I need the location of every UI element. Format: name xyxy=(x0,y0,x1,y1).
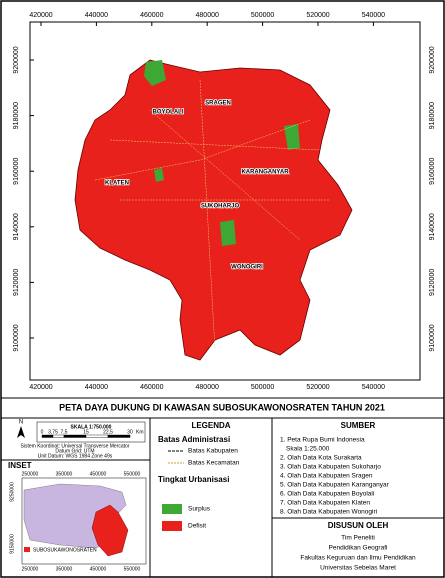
legend-heading: Tingkat Urbanisasi xyxy=(158,475,229,484)
legend-swatch xyxy=(162,504,182,514)
y-tick-label: 9120000 xyxy=(13,269,20,296)
y-tick-label: 9100000 xyxy=(13,324,20,351)
scale-unit: Km xyxy=(136,429,144,435)
sheet-title: PETA DAYA DUKUNG DI KAWASAN SUBOSUKAWONO… xyxy=(59,402,385,412)
scale-tick: 30 xyxy=(127,429,133,435)
author-line: Pendidikan Geografi xyxy=(329,545,388,552)
x-tick-label: 440000 xyxy=(85,384,108,391)
y-tick-label: 9140000 xyxy=(13,213,20,240)
scale-segment xyxy=(63,434,87,438)
study-area xyxy=(74,59,353,361)
surplus-area xyxy=(154,168,164,182)
x-tick-label: 440000 xyxy=(85,12,108,19)
source-item: 3. Olah Data Kabupaten Sukoharjo xyxy=(280,464,381,471)
region-label: BOYOLALI xyxy=(153,110,184,116)
region-label: KLATEN xyxy=(105,181,129,187)
y-tick-label: 9200000 xyxy=(13,46,20,73)
scale-segment xyxy=(52,434,65,438)
y-tick-label: 9120000 xyxy=(429,269,436,296)
x-tick-label: 500000 xyxy=(251,12,274,19)
source-item: 6. Olah Data Kabupaten Boyolali xyxy=(280,491,374,498)
legend-item: Defisit xyxy=(188,523,206,530)
source-item: 4. Olah Data Kabupaten Sragen xyxy=(280,473,373,480)
scale-tick: 7,5 xyxy=(61,429,68,435)
y-tick-label: 9180000 xyxy=(13,102,20,129)
surplus-area xyxy=(220,220,236,246)
source-item: 1. Peta Rupa Bumi Indonesia xyxy=(280,437,365,444)
y-tick-label: 9100000 xyxy=(429,324,436,351)
boundary-lines xyxy=(94,79,330,351)
source-item: 2. Olah Data Kota Surakarta xyxy=(280,455,362,462)
x-tick-label: 520000 xyxy=(306,12,329,19)
region-label: KARANGANYAR xyxy=(241,170,289,176)
inset-title: INSET xyxy=(8,461,32,470)
scale-segment xyxy=(85,434,109,438)
scale-note: Datum Grid: UTM xyxy=(55,448,94,454)
author-title: DISUSUN OLEH xyxy=(328,521,389,530)
legend-heading: Batas Administrasi xyxy=(158,435,230,444)
scale-segment xyxy=(41,434,54,438)
x-tick-label: 520000 xyxy=(306,384,329,391)
scale-tick: 3,75 xyxy=(48,429,58,435)
inset-x-tick: 450000 xyxy=(90,471,107,477)
scale-note: Unit Datum: WGS 1984 Zone 49s xyxy=(38,453,113,459)
x-tick-label: 540000 xyxy=(362,384,385,391)
source-item: Skala 1:25.000 xyxy=(286,446,330,453)
legend-title: LEGENDA xyxy=(191,421,230,430)
inset-y-tick: 9250000 xyxy=(9,482,15,502)
author-line: Universitas Sebelas Maret xyxy=(320,565,396,572)
y-tick-label: 9180000 xyxy=(429,102,436,129)
inset-x-tick: 350000 xyxy=(56,566,73,572)
region-label: SUKOHARJO xyxy=(201,204,240,210)
scale-note: Sistem Koordinat: Universal Transverse M… xyxy=(21,443,130,449)
y-tick-label: 9160000 xyxy=(13,157,20,184)
x-tick-label: 480000 xyxy=(196,12,219,19)
inset-x-tick: 250000 xyxy=(22,566,39,572)
legend-item: Batas Kecamatan xyxy=(188,460,240,467)
sources-title: SUMBER xyxy=(341,421,376,430)
scale-tick: 22,5 xyxy=(103,429,113,435)
inset-x-tick: 250000 xyxy=(22,471,39,477)
scale-label: SKALA 1:750.000 xyxy=(71,424,112,430)
inset-x-tick: 550000 xyxy=(124,566,141,572)
surplus-area xyxy=(144,60,166,86)
x-tick-label: 420000 xyxy=(29,384,52,391)
region-label: WONOGIRI xyxy=(231,265,263,271)
source-item: 7. Olah Data Kabupaten Klaten xyxy=(280,500,370,507)
inset-key xyxy=(24,547,30,552)
legend-swatch xyxy=(162,521,182,531)
y-tick-label: 9160000 xyxy=(429,157,436,184)
region-label: SRAGEN xyxy=(205,101,231,107)
y-tick-label: 9200000 xyxy=(429,46,436,73)
inset-y-tick: 9150000 xyxy=(9,534,15,554)
x-tick-label: 460000 xyxy=(140,12,163,19)
author-line: Tim Peneliti xyxy=(341,535,375,542)
north-label: N xyxy=(19,420,23,426)
inset-x-tick: 350000 xyxy=(56,471,73,477)
inset-label: SUBOSUKAWONOSRATEN xyxy=(33,547,97,553)
x-tick-label: 500000 xyxy=(251,384,274,391)
inset-x-tick: 450000 xyxy=(90,566,107,572)
x-tick-label: 540000 xyxy=(362,12,385,19)
x-tick-label: 480000 xyxy=(196,384,219,391)
surplus-area xyxy=(284,124,300,150)
author-line: Fakultas Keguruan dan Ilmu Pendidikan xyxy=(300,555,416,562)
scale-tick: 15 xyxy=(83,429,89,435)
scale-segment xyxy=(107,434,131,438)
x-tick-label: 460000 xyxy=(140,384,163,391)
source-item: 5. Olah Data Kabupaten Karanganyar xyxy=(280,482,390,489)
north-arrow xyxy=(17,426,25,438)
y-tick-label: 9140000 xyxy=(429,213,436,240)
x-tick-label: 420000 xyxy=(29,12,52,19)
legend-item: Batas Kabupaten xyxy=(188,448,238,455)
scale-tick: 0 xyxy=(41,429,44,435)
inset-study-area xyxy=(91,504,129,557)
legend-item: Surplus xyxy=(188,506,211,513)
inset-x-tick: 550000 xyxy=(124,471,141,477)
source-item: 8. Olah Data Kabupaten Wonogiri xyxy=(280,509,377,516)
